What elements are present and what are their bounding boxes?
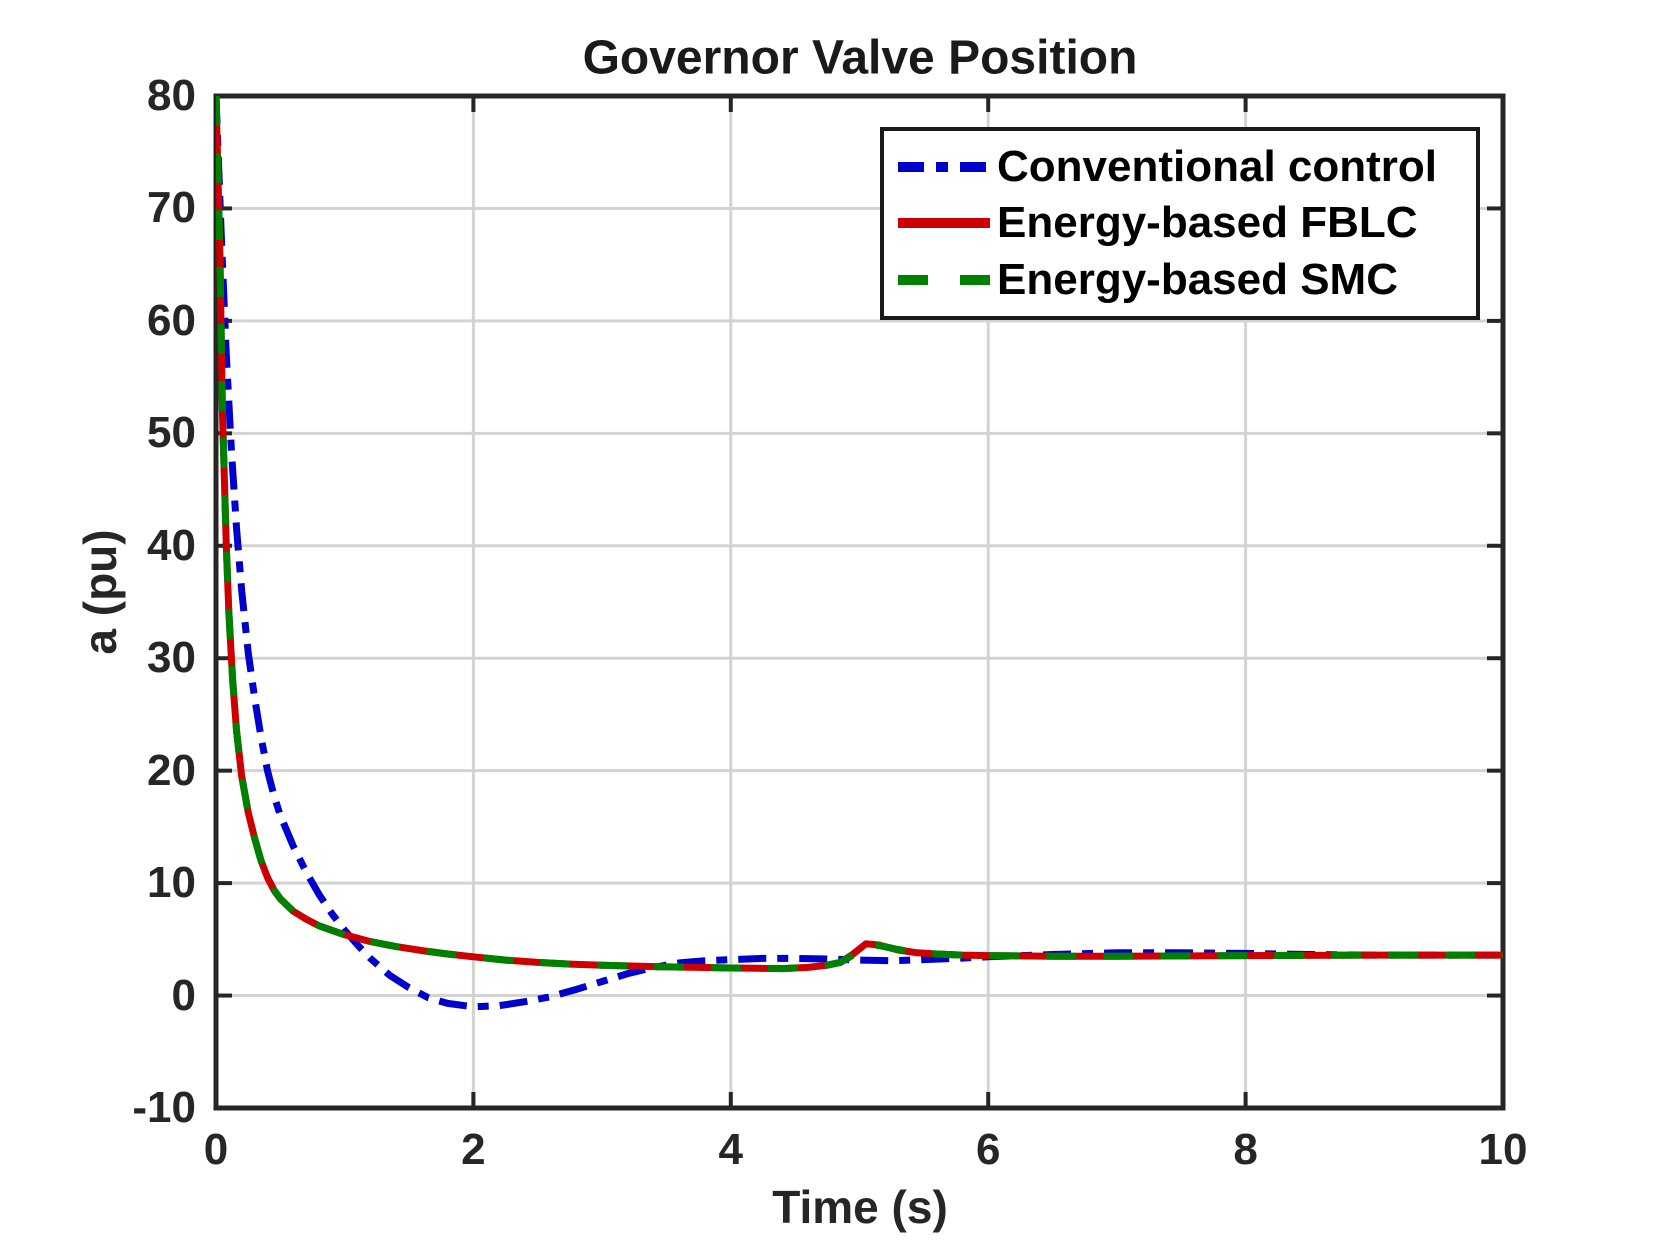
chart-title: Governor Valve Position [582,31,1138,85]
y-tick-label--10: -10 [132,1083,196,1132]
legend-label: Energy-based SMC [997,254,1398,304]
x-tick-label-2: 2 [461,1125,486,1174]
x-tick-label-10: 10 [1478,1125,1528,1174]
legend-dashed-line-sample [898,274,990,285]
y-tick-label-70: 70 [147,183,196,233]
y-tick-label-50: 50 [147,408,196,458]
y-tick-label-60: 60 [147,295,196,345]
legend-item-energy-based-smc: Energy-based SMC [896,252,1466,308]
x-tick-label-6: 6 [975,1125,1001,1174]
legend-label: Conventional control [997,142,1437,192]
x-tick-label-0: 0 [203,1125,229,1174]
legend: Conventional control Energy-based FBLC E… [880,127,1480,320]
x-axis-label: Time (s) [772,1181,948,1233]
y-tick-label-20: 20 [147,745,196,795]
legend-dash-dot-line-sample [898,162,990,173]
x-tick-label-8: 8 [1233,1125,1258,1174]
y-tick-label-10: 10 [147,858,196,908]
y-tick-label-0: 0 [171,970,196,1020]
legend-label: Energy-based FBLC [997,198,1418,248]
curve-energy-based-fblc [216,96,1503,973]
legend-item-conventional-control: Conventional control [896,139,1466,195]
y-tick-label-30: 30 [147,633,196,683]
plot-frame [213,93,1506,1111]
legend-solid-line-sample [898,218,990,229]
y-tick-label-40: 40 [147,520,196,570]
x-tick-label-4: 4 [718,1125,744,1174]
legend-item-energy-based-fblc: Energy-based FBLC [896,195,1466,251]
y-tick-label-80: 80 [147,71,196,120]
